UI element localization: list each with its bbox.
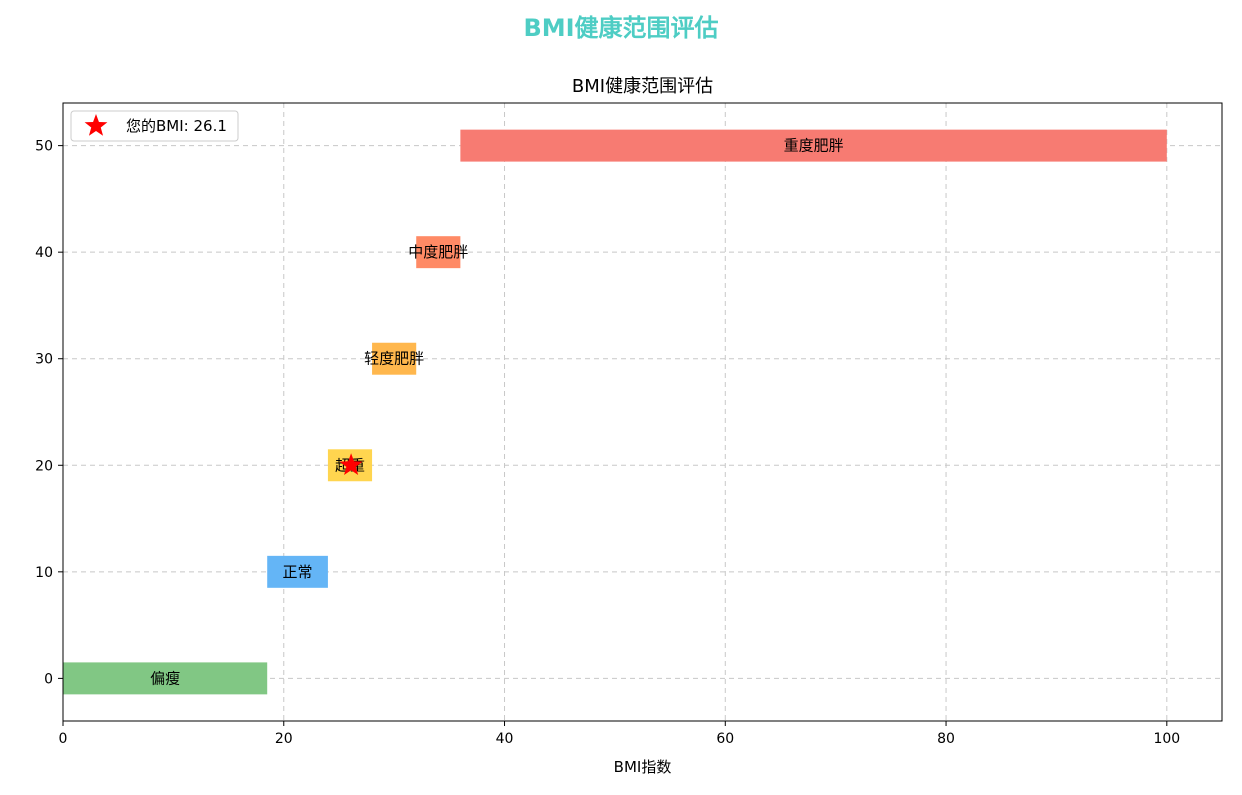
bmi-range-bar (416, 236, 461, 269)
bmi-range-label: 重度肥胖 (784, 137, 844, 155)
chart-title: BMI健康范围评估 (572, 76, 713, 97)
x-tick-label: 40 (496, 731, 514, 747)
marker-layer (339, 453, 363, 475)
y-tick-label: 40 (35, 245, 53, 261)
bmi-range-bar (372, 342, 417, 375)
legend-box (70, 110, 239, 142)
plot-frame (62, 102, 1223, 722)
bmi-range-label: 轻度肥胖 (364, 350, 424, 368)
grid (62, 103, 1222, 721)
legend-entry-label: 您的BMI: 26.1 (126, 117, 227, 135)
bmi-range-label: 正常 (283, 563, 313, 581)
bmi-range-label: 中度肥胖 (408, 243, 468, 261)
page-title: BMI健康范围评估 (523, 14, 719, 42)
x-tick-label: 80 (937, 731, 955, 747)
legend: 您的BMI: 26.1 (70, 110, 239, 142)
x-axis-label: BMI指数 (614, 758, 672, 776)
user-bmi-star-marker (339, 453, 363, 475)
x-tick-label: 0 (59, 731, 68, 747)
y-tick-label: 20 (35, 458, 53, 474)
y-tick-label: 0 (44, 671, 53, 687)
y-tick-label: 30 (35, 352, 53, 368)
x-tick-label: 100 (1153, 731, 1180, 747)
ticks: 0 20 40 60 80 100 0 10 20 30 40 50 (35, 139, 1180, 747)
y-tick-label: 50 (35, 139, 53, 155)
bmi-range-bar (63, 662, 268, 695)
bars: 偏瘦正常超重轻度肥胖中度肥胖重度肥胖 (63, 129, 1167, 695)
x-tick-label: 20 (275, 731, 293, 747)
bmi-range-label: 偏瘦 (150, 669, 180, 687)
bmi-range-bar (460, 129, 1167, 162)
y-tick-label: 10 (35, 565, 53, 581)
legend-star-icon (84, 114, 108, 136)
bmi-range-bar (267, 555, 328, 588)
x-tick-label: 60 (716, 731, 734, 747)
